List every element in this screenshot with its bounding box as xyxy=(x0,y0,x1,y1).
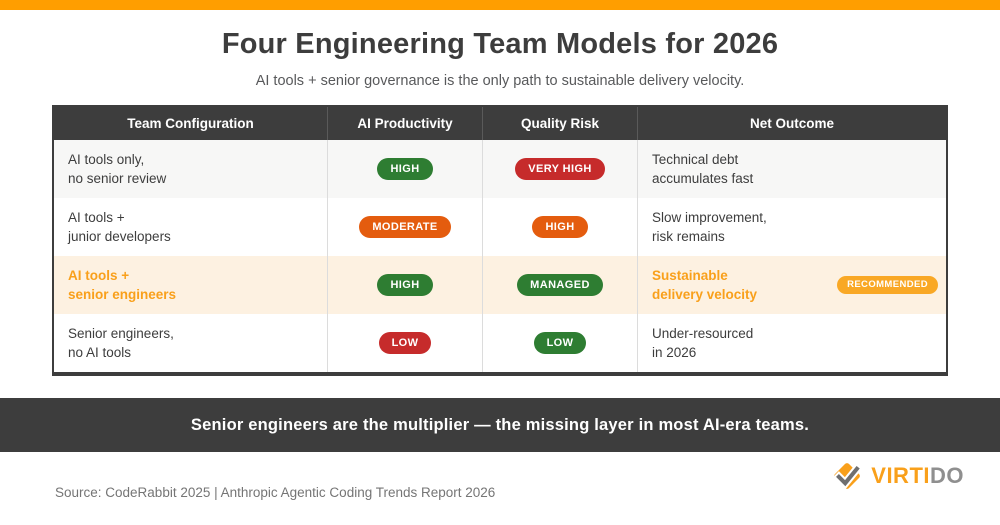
page-subtitle: AI tools + senior governance is the only… xyxy=(255,73,745,89)
col-header-net-outcome: Net Outcome xyxy=(637,107,946,140)
col-header-quality-risk: Quality Risk xyxy=(482,107,637,140)
risk-badge: MANAGED xyxy=(517,274,603,296)
net-outcome-cell: Under-resourced in 2026 xyxy=(652,326,754,360)
key-takeaway-text: Senior engineers are the multiplier — th… xyxy=(190,415,810,434)
productivity-badge: HIGH xyxy=(377,158,433,180)
productivity-badge: LOW xyxy=(378,332,432,354)
col-header-ai-productivity: AI Productivity xyxy=(327,107,482,140)
accent-top-bar xyxy=(0,0,1000,10)
net-outcome-cell: Technical debt accumulates fast xyxy=(652,152,754,186)
table-row: AI tools + junior developers MODERATE HI… xyxy=(54,198,946,256)
net-outcome-cell: Sustainable delivery velocity xyxy=(652,268,758,302)
table-row: AI tools only, no senior review HIGH VER… xyxy=(54,140,946,198)
virtido-logo: VIRTIDO xyxy=(829,458,964,494)
productivity-badge: MODERATE xyxy=(359,216,451,238)
key-takeaway-banner: Senior engineers are the multiplier — th… xyxy=(0,398,1000,452)
productivity-badge: HIGH xyxy=(377,274,433,296)
col-header-team-configuration: Team Configuration xyxy=(127,116,254,131)
page-title: Four Engineering Team Models for 2026 xyxy=(221,28,779,60)
table-header-row: Team Configuration AI Productivity Quali… xyxy=(54,107,946,140)
source-attribution: Source: CodeRabbit 2025 | Anthropic Agen… xyxy=(55,485,496,500)
team-configuration-cell: Senior engineers, no AI tools xyxy=(68,326,174,360)
team-configuration-cell: AI tools only, no senior review xyxy=(68,152,167,186)
risk-badge: LOW xyxy=(533,332,587,354)
table-row: Senior engineers, no AI tools LOW LOW Un… xyxy=(54,314,946,372)
logo-wordmark: VIRTIDO xyxy=(871,463,964,488)
table-row-recommended: AI tools + senior engineers HIGH MANAGED… xyxy=(54,256,946,314)
team-configuration-cell: AI tools + junior developers xyxy=(68,210,171,244)
recommended-badge: RECOMMENDED xyxy=(837,276,938,294)
risk-badge: VERY HIGH xyxy=(515,158,605,180)
net-outcome-cell: Slow improvement, risk remains xyxy=(652,210,767,244)
team-models-table: Team Configuration AI Productivity Quali… xyxy=(52,105,948,376)
team-configuration-cell: AI tools + senior engineers xyxy=(68,268,177,302)
risk-badge: HIGH xyxy=(532,216,588,238)
check-diamond-icon xyxy=(833,463,863,490)
